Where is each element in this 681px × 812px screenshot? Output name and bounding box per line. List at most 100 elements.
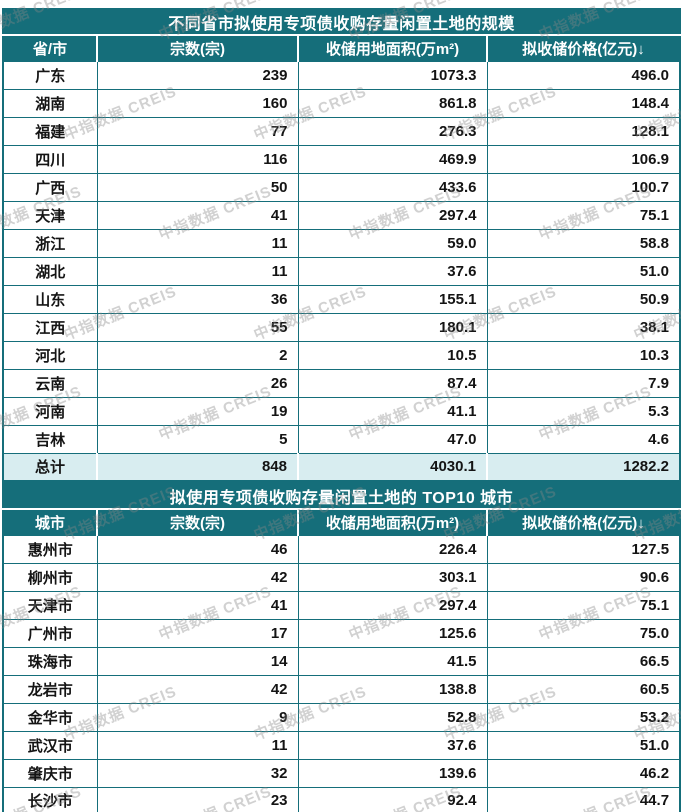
row-value: 41.1	[297, 396, 488, 426]
total-parcel-count: 848	[96, 452, 299, 482]
province-table-title-row: 不同省市拟使用专项债收购存量闲置土地的规模	[3, 9, 681, 36]
city-table-title-row: 拟使用专项债收购存量闲置土地的 TOP10 城市	[3, 483, 681, 510]
table-row: 吉林 5 47.0 4.6	[2, 424, 681, 454]
column-header-province: 省/市	[3, 35, 97, 61]
row-label: 金华市	[2, 702, 98, 732]
province-table-body: 广东 239 1073.3 496.0 湖南 160 861.8 148.4 福建 77 276.3…	[2, 60, 681, 454]
city-table-title: 拟使用专项债收购存量闲置土地的 TOP10 城市	[3, 483, 681, 510]
row-value: 38.1	[486, 312, 681, 342]
row-label: 河南	[2, 396, 98, 426]
table-row: 金华市 9 52.8 53.2	[2, 702, 681, 732]
table-row: 广西 50 433.6 100.7	[2, 172, 681, 202]
row-value: 41	[96, 200, 299, 230]
row-value: 41	[96, 590, 299, 620]
table-row: 惠州市 46 226.4 127.5	[2, 534, 681, 564]
row-value: 861.8	[297, 88, 488, 118]
table-row: 肇庆市 32 139.6 46.2	[2, 758, 681, 788]
row-value: 433.6	[297, 172, 488, 202]
row-value: 75.0	[486, 618, 681, 648]
row-value: 148.4	[486, 88, 681, 118]
row-label: 广西	[2, 172, 98, 202]
row-value: 125.6	[297, 618, 488, 648]
row-value: 19	[96, 396, 299, 426]
row-value: 2	[96, 340, 299, 370]
column-header-land-area: 收储用地面积(万m²)	[297, 509, 487, 535]
row-value: 138.8	[297, 674, 488, 704]
row-value: 77	[96, 116, 299, 146]
city-table-header-row: 城市 宗数(宗) 收储用地面积(万m²) 拟收储价格(亿元)↓	[3, 509, 681, 535]
table-row: 龙岩市 42 138.8 60.5	[2, 674, 681, 704]
row-label: 云南	[2, 368, 98, 398]
row-value: 239	[96, 60, 299, 90]
row-value: 55	[96, 312, 299, 342]
row-value: 50	[96, 172, 299, 202]
row-value: 1073.3	[297, 60, 488, 90]
row-value: 51.0	[486, 256, 681, 286]
row-value: 52.8	[297, 702, 488, 732]
row-label: 广州市	[2, 618, 98, 648]
row-value: 297.4	[297, 200, 488, 230]
row-value: 5	[96, 424, 299, 454]
total-row: 总计 848 4030.1 1282.2	[2, 452, 681, 482]
table-row: 四川 116 469.9 106.9	[2, 144, 681, 174]
province-table-header-row: 省/市 宗数(宗) 收储用地面积(万m²) 拟收储价格(亿元)↓	[3, 35, 681, 61]
row-label: 湖南	[2, 88, 98, 118]
row-value: 469.9	[297, 144, 488, 174]
top10-city-table: 拟使用专项债收购存量闲置土地的 TOP10 城市 城市 宗数(宗) 收储用地面积…	[2, 482, 681, 812]
row-value: 9	[96, 702, 299, 732]
table-row: 天津 41 297.4 75.1	[2, 200, 681, 230]
table-row: 长沙市 23 92.4 44.7	[2, 786, 681, 812]
row-value: 17	[96, 618, 299, 648]
table-row: 云南 26 87.4 7.9	[2, 368, 681, 398]
row-value: 60.5	[486, 674, 681, 704]
row-value: 106.9	[486, 144, 681, 174]
row-value: 58.8	[486, 228, 681, 258]
table-row: 河北 2 10.5 10.3	[2, 340, 681, 370]
table-row: 江西 55 180.1 38.1	[2, 312, 681, 342]
row-value: 276.3	[297, 116, 488, 146]
table-row: 福建 77 276.3 128.1	[2, 116, 681, 146]
row-value: 160	[96, 88, 299, 118]
row-value: 37.6	[297, 730, 488, 760]
row-value: 44.7	[486, 786, 681, 812]
total-land-area: 4030.1	[297, 452, 488, 482]
row-value: 128.1	[486, 116, 681, 146]
row-value: 14	[96, 646, 299, 676]
row-value: 297.4	[297, 590, 488, 620]
row-label: 武汉市	[2, 730, 98, 760]
row-value: 75.1	[486, 590, 681, 620]
tables-container: 不同省市拟使用专项债收购存量闲置土地的规模 省/市 宗数(宗) 收储用地面积(万…	[2, 8, 681, 812]
table-row: 广州市 17 125.6 75.0	[2, 618, 681, 648]
row-value: 23	[96, 786, 299, 812]
row-label: 柳州市	[2, 562, 98, 592]
row-label: 肇庆市	[2, 758, 98, 788]
row-label: 浙江	[2, 228, 98, 258]
row-label: 广东	[2, 60, 98, 90]
column-header-city: 城市	[3, 509, 97, 535]
row-label: 四川	[2, 144, 98, 174]
column-header-parcel-count: 宗数(宗)	[96, 509, 298, 535]
row-value: 59.0	[297, 228, 488, 258]
row-value: 41.5	[297, 646, 488, 676]
row-value: 11	[96, 730, 299, 760]
table-row: 湖北 11 37.6 51.0	[2, 256, 681, 286]
table-row: 浙江 11 59.0 58.8	[2, 228, 681, 258]
row-value: 46.2	[486, 758, 681, 788]
table-row: 山东 36 155.1 50.9	[2, 284, 681, 314]
row-label: 河北	[2, 340, 98, 370]
table-row: 柳州市 42 303.1 90.6	[2, 562, 681, 592]
row-value: 90.6	[486, 562, 681, 592]
row-value: 46	[96, 534, 299, 564]
row-value: 116	[96, 144, 299, 174]
row-value: 5.3	[486, 396, 681, 426]
row-value: 11	[96, 256, 299, 286]
table-row: 珠海市 14 41.5 66.5	[2, 646, 681, 676]
row-value: 47.0	[297, 424, 488, 454]
row-value: 53.2	[486, 702, 681, 732]
row-value: 26	[96, 368, 299, 398]
row-label: 龙岩市	[2, 674, 98, 704]
row-label: 天津	[2, 200, 98, 230]
table-row: 广东 239 1073.3 496.0	[2, 60, 681, 90]
total-price: 1282.2	[485, 452, 681, 482]
